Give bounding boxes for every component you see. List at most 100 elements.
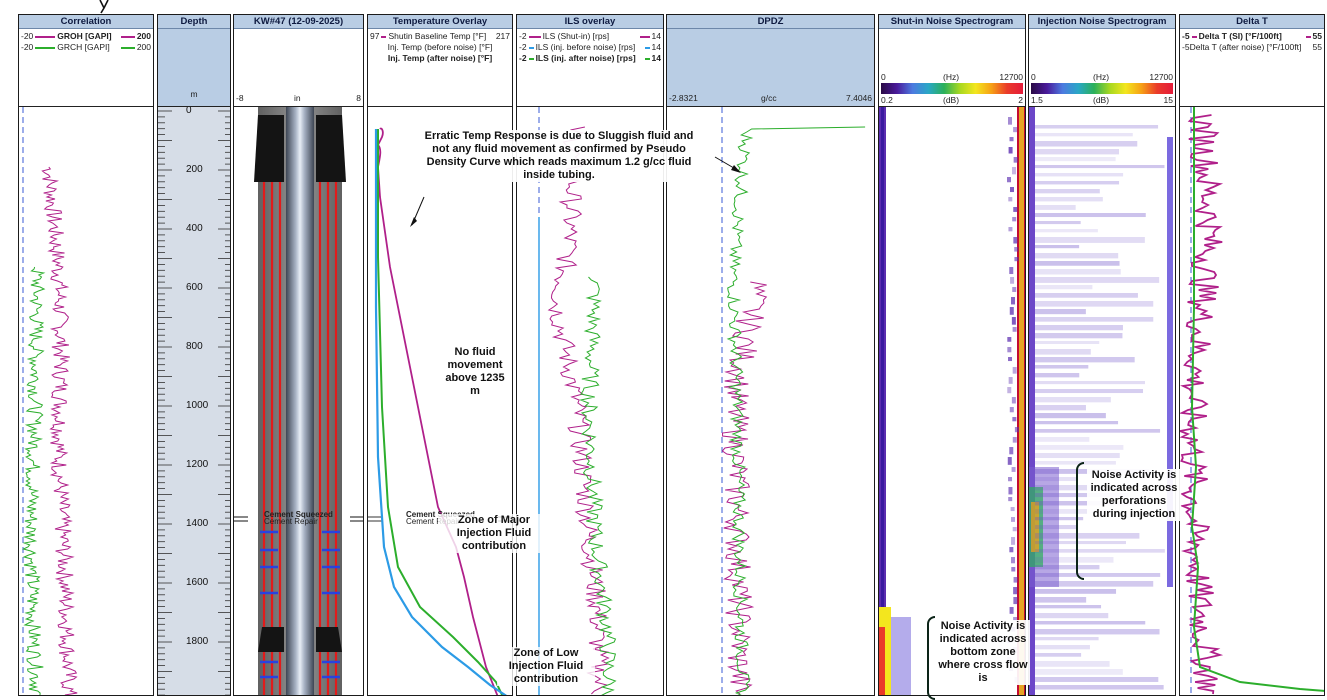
depth-label: 200 — [186, 164, 203, 175]
track-delta-t: Delta T -5 Delta T (SI) [°F/100ft] 55 -5D… — [1179, 14, 1325, 696]
track-title-dpdz: DPDZ — [667, 15, 874, 29]
annotation-erratic-temp: Erratic Temp Response is due to Sluggish… — [415, 130, 703, 182]
track-title-depth: Depth — [158, 15, 230, 29]
dpdz-green-curve — [726, 126, 866, 695]
legend-groh: -20 GROH [GAPI] 200 — [21, 31, 151, 41]
shutin-spectrogram — [879, 107, 1025, 695]
track-shutin-spectrogram: Shut-in Noise Spectrogram 0 (Hz) 12700 0… — [878, 14, 1026, 696]
track-title-correlation: Correlation — [19, 15, 153, 29]
correlation-plot — [19, 107, 153, 695]
well-tag-cement-squeezed: Cement Squeezed — [264, 510, 333, 519]
legend-grch: -20 GRCH [GAPI] 200 — [21, 42, 151, 52]
well-tag-cement-repair: Cement Repair — [264, 517, 318, 526]
legend-shutin-temp: 97 Shutin Baseline Temp [°F] 217 — [370, 31, 510, 41]
annotation-major-zone: Zone of Major Injection Fluid contributi… — [438, 514, 550, 553]
track-injection-spectrogram: Injection Noise Spectrogram 0 (Hz) 12700… — [1028, 14, 1176, 696]
grch-curve — [21, 266, 46, 695]
depth-label: 1600 — [186, 577, 209, 588]
legend-ils-inj-before-max: 14 — [651, 42, 661, 52]
legend-ils-inj-after-max: 14 — [651, 53, 661, 63]
track-depth: Depth m 0 200 400 600 800 1000 1200 1400 1600 180… — [157, 14, 231, 696]
shutin-hz-min: 0 — [881, 72, 886, 82]
correlation-header: -20 GROH [GAPI] 200 -20 GRCH [GAPI] 200 — [19, 29, 153, 107]
shutin-db-max: 2 — [1018, 95, 1023, 105]
legend-ils-inj-before-name: ILS (inj. before noise) [rps] — [535, 42, 636, 52]
dpdz-magenta-curve — [721, 281, 768, 695]
depth-label: 1800 — [186, 636, 209, 647]
inj-hz-min: 0 — [1031, 72, 1036, 82]
inj-spectrogram-image — [1029, 107, 1175, 695]
shutin-db-unit: (dB) — [943, 95, 960, 105]
top-strip — [0, 0, 1327, 14]
legend-delta-after-max: 55 — [1312, 42, 1322, 52]
legend-inj-temp-before-name: Inj. Temp (before noise) [°F] — [387, 42, 493, 52]
track-title-temperature: Temperature Overlay — [368, 15, 512, 29]
inj-db-min: 1.5 — [1031, 95, 1043, 105]
inj-hz-max: 12700 — [1149, 72, 1173, 82]
ils-curves — [538, 107, 617, 695]
legend-grch-swatch — [35, 46, 56, 49]
legend-inj-temp-before: Inj. Temp (before noise) [°F] — [370, 42, 510, 52]
shutin-spectrogram-image — [879, 107, 1025, 695]
well-header: -8 in 8 — [234, 29, 363, 107]
dpdz-plot — [667, 107, 874, 695]
legend-grch-max: 200 — [136, 42, 151, 52]
legend-grch-name: GRCH [GAPI] — [57, 42, 110, 52]
legend-groh-swatch — [35, 35, 56, 38]
legend-ils-shutin-min: -2 — [519, 31, 527, 41]
legend-delta-after: -5Delta T (after noise) [°F/100ft] 55 — [1182, 42, 1322, 52]
depth-header: m — [158, 29, 230, 107]
depth-label: 1400 — [186, 518, 209, 529]
legend-delta-si-name: Delta T (SI) [°F/100ft] — [1198, 31, 1282, 41]
dpdz-scale-min: -2.8321 — [669, 93, 698, 103]
injection-spectrogram — [1029, 107, 1175, 695]
inj-db-unit: (dB) — [1093, 95, 1110, 105]
depth-ticks — [158, 110, 230, 695]
inj-spec-header: 0 (Hz) 12700 1.5 (dB) 15 — [1029, 29, 1175, 107]
delta-plot — [1180, 107, 1324, 695]
depth-unit: m — [190, 89, 198, 99]
well-scale-unit: in — [294, 93, 301, 103]
inj-temp-after-curve — [377, 129, 504, 695]
temperature-curves — [368, 127, 512, 695]
inj-colorbar — [1031, 83, 1173, 94]
legend-inj-temp-after-name: Inj. Temp (after noise) [°F] — [387, 53, 493, 63]
groh-curve — [41, 166, 78, 695]
depth-label: 0 — [186, 107, 192, 116]
legend-delta-after-min: -5 — [1182, 42, 1190, 52]
legend-groh-max: 200 — [136, 31, 151, 41]
track-well-schematic: KW#47 (12-09-2025) -8 in 8 — [233, 14, 364, 696]
ils-shutin-curve — [547, 126, 610, 695]
depth-label: 1000 — [186, 400, 209, 411]
inj-db-max: 15 — [1163, 95, 1173, 105]
legend-ils-shutin-max: 14 — [651, 31, 661, 41]
legend-ils-shutin: -2 ILS (Shut-in) [rps] 14 — [519, 31, 661, 41]
annotation-low-zone: Zone of Low Injection Fluid contribution — [497, 647, 595, 686]
dpdz-header: -2.8321 g/cc 7.4046 — [667, 29, 874, 107]
delta-si-curve — [1180, 114, 1224, 695]
well-scale-min: -8 — [236, 93, 244, 103]
legend-delta-si-min: -5 — [1182, 31, 1190, 41]
depth-label: 400 — [186, 223, 203, 234]
ils-inj-after-curve — [579, 276, 617, 695]
brace-bottom-zone — [927, 616, 935, 700]
shutin-hz-unit: (Hz) — [943, 72, 960, 82]
legend-shutin-temp-name: Shutin Baseline Temp [°F] — [388, 31, 487, 41]
depth-label: 800 — [186, 341, 203, 352]
annotation-noise-perforations: Noise Activity is indicated across perfo… — [1087, 469, 1181, 521]
ils-plot — [517, 107, 663, 695]
wellbore-diagram — [234, 107, 363, 695]
track-title-well: KW#47 (12-09-2025) — [234, 15, 363, 29]
legend-inj-temp-after: Inj. Temp (after noise) [°F] — [370, 53, 510, 63]
temperature-header: 97 Shutin Baseline Temp [°F] 217 Inj. Tem… — [368, 29, 512, 107]
delta-t-curves — [1180, 107, 1324, 695]
legend-ils-inj-after-name: ILS (inj. after noise) [rps] — [535, 53, 636, 63]
brace-perforations — [1076, 462, 1084, 580]
legend-ils-inj-before-min: -2 — [519, 42, 527, 52]
gamma-ray-curves — [21, 107, 78, 695]
depth-label: 1200 — [186, 459, 209, 470]
temp-tag-cement-repair: Cement Repair — [406, 517, 460, 526]
shutin-baseline-temp-curve — [376, 127, 499, 695]
top-strip-glyph — [99, 0, 109, 14]
dpdz-scale-unit: g/cc — [761, 93, 777, 103]
